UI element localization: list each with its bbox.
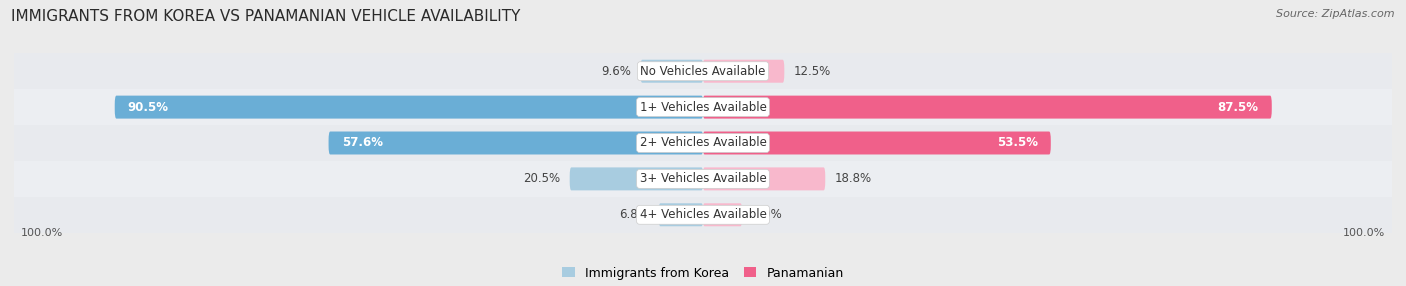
Text: IMMIGRANTS FROM KOREA VS PANAMANIAN VEHICLE AVAILABILITY: IMMIGRANTS FROM KOREA VS PANAMANIAN VEHI…: [11, 9, 520, 23]
FancyBboxPatch shape: [659, 203, 703, 226]
Bar: [14, 89, 1392, 125]
Text: 1+ Vehicles Available: 1+ Vehicles Available: [640, 101, 766, 114]
FancyBboxPatch shape: [703, 96, 1272, 119]
FancyBboxPatch shape: [703, 60, 785, 83]
Text: 90.5%: 90.5%: [128, 101, 169, 114]
Legend: Immigrants from Korea, Panamanian: Immigrants from Korea, Panamanian: [562, 267, 844, 279]
Text: 2+ Vehicles Available: 2+ Vehicles Available: [640, 136, 766, 150]
FancyBboxPatch shape: [569, 167, 703, 190]
FancyBboxPatch shape: [115, 96, 703, 119]
Text: 53.5%: 53.5%: [997, 136, 1038, 150]
Text: No Vehicles Available: No Vehicles Available: [640, 65, 766, 78]
Bar: [14, 53, 1392, 89]
Bar: [14, 197, 1392, 233]
Text: 3+ Vehicles Available: 3+ Vehicles Available: [640, 172, 766, 185]
Text: 4+ Vehicles Available: 4+ Vehicles Available: [640, 208, 766, 221]
Text: 57.6%: 57.6%: [342, 136, 382, 150]
Text: 18.8%: 18.8%: [835, 172, 872, 185]
FancyBboxPatch shape: [703, 203, 742, 226]
FancyBboxPatch shape: [641, 60, 703, 83]
FancyBboxPatch shape: [329, 132, 703, 154]
Text: 6.8%: 6.8%: [619, 208, 650, 221]
Text: 9.6%: 9.6%: [600, 65, 631, 78]
FancyBboxPatch shape: [703, 167, 825, 190]
Bar: [14, 125, 1392, 161]
Text: Source: ZipAtlas.com: Source: ZipAtlas.com: [1277, 9, 1395, 19]
Text: 100.0%: 100.0%: [21, 228, 63, 238]
Text: 6.0%: 6.0%: [752, 208, 782, 221]
Bar: [14, 161, 1392, 197]
Text: 100.0%: 100.0%: [1343, 228, 1385, 238]
Text: 87.5%: 87.5%: [1218, 101, 1258, 114]
Text: 12.5%: 12.5%: [794, 65, 831, 78]
Text: 20.5%: 20.5%: [523, 172, 560, 185]
FancyBboxPatch shape: [703, 132, 1050, 154]
